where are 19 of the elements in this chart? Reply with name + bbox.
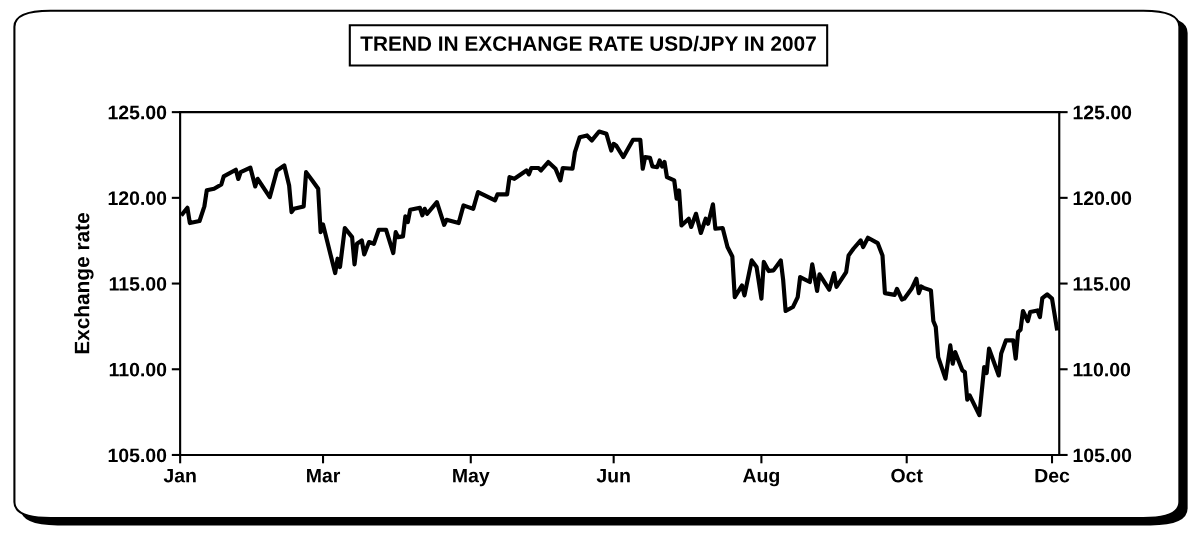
y-tick-label: 105.00: [108, 448, 167, 463]
y2-tick-label: 125.00: [1073, 105, 1132, 120]
y-tick-label: 115.00: [109, 277, 167, 291]
y-tick-label: 110.00: [109, 362, 167, 377]
chart-title: TREND IN EXCHANGE RATE USD/JPY IN 2007: [360, 35, 816, 52]
x-tick-label: Jan: [163, 468, 196, 483]
x-tick-label: Jun: [596, 468, 630, 483]
y2-tick-label: 110.00: [1073, 362, 1131, 377]
y-tick-label: 120.00: [108, 191, 167, 206]
x-tick-label: Aug: [742, 468, 779, 487]
y2-tick-label: 105.00: [1073, 448, 1132, 463]
x-tick-label: May: [453, 468, 490, 487]
x-tick-label: Oct: [891, 468, 923, 483]
x-tick-label: Mar: [307, 468, 341, 483]
x-tick-label: Dec: [1035, 468, 1070, 483]
y-axis-title: Exchange rate: [74, 213, 94, 354]
y-tick-label: 125.00: [108, 105, 167, 120]
y2-tick-label: 115.00: [1073, 277, 1131, 291]
y2-tick-label: 120.00: [1073, 191, 1132, 206]
